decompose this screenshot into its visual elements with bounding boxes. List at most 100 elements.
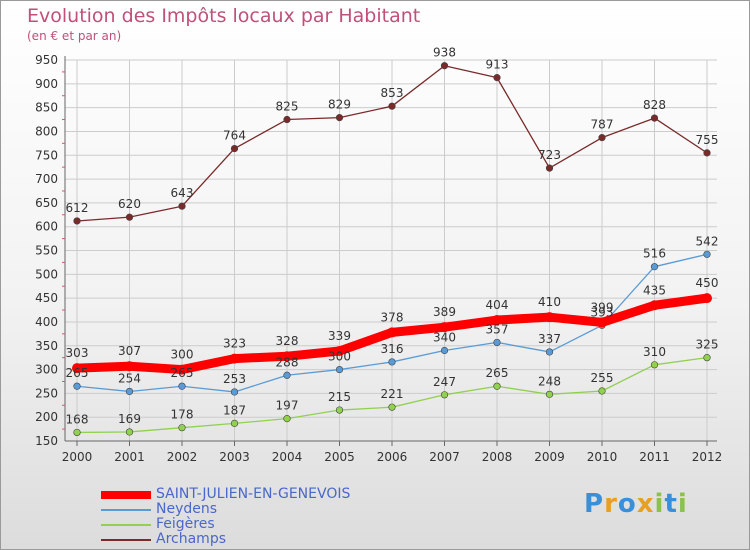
legend-label: Feigères	[156, 516, 215, 532]
data-label: 178	[171, 408, 194, 422]
data-label: 215	[328, 390, 351, 404]
logo-letter: i	[677, 489, 688, 519]
data-label: 393	[591, 305, 614, 319]
axes: 150 200 250 300 350 400 450 500 550 600 650 700 750 8…	[35, 53, 722, 464]
data-label: 247	[433, 375, 456, 389]
data-label: 254	[118, 371, 141, 385]
data-point	[440, 346, 449, 355]
legend-swatch	[101, 524, 151, 526]
data-point	[650, 263, 659, 271]
data-label: 357	[486, 322, 509, 336]
data-label: 340	[433, 331, 456, 345]
data-label: 378	[381, 310, 404, 324]
data-label: 169	[118, 412, 141, 426]
data-point	[178, 424, 186, 432]
data-point	[283, 115, 291, 124]
legend-label: SAINT-JULIEN-EN-GENEVOIS	[156, 486, 351, 502]
data-point	[335, 114, 344, 122]
data-point	[125, 387, 134, 396]
data-point	[598, 134, 606, 142]
y-tick-label: 400	[35, 315, 58, 329]
data-label: 307	[118, 344, 141, 358]
logo-letter: i	[654, 489, 665, 519]
data-label: 197	[276, 399, 299, 413]
data-point	[493, 382, 501, 390]
data-label: 612	[66, 201, 89, 215]
x-tick-label: 2006	[377, 450, 408, 464]
y-tick-label: 350	[35, 339, 58, 353]
data-point	[73, 217, 81, 225]
data-label: 265	[66, 366, 89, 380]
data-point	[282, 351, 292, 362]
data-label: 248	[538, 374, 561, 388]
x-tick-label: 2010	[587, 450, 618, 464]
x-tick-label: 2011	[639, 450, 670, 464]
y-tick-label: 850	[35, 101, 58, 115]
chart-title: Evolution des Impôts locaux par Habitant	[27, 5, 421, 27]
data-label: 300	[171, 348, 194, 362]
y-tick-label: 250	[35, 386, 58, 400]
data-label: 337	[538, 332, 561, 346]
x-tick-label: 2007	[429, 450, 460, 464]
data-label: 755	[696, 133, 719, 147]
data-label: 938	[433, 46, 456, 60]
data-label: 303	[66, 346, 89, 360]
y-tick-label: 200	[35, 410, 58, 424]
data-point	[703, 149, 711, 157]
x-tick-label: 2012	[692, 450, 723, 464]
y-tick-label: 750	[35, 148, 58, 162]
data-point	[545, 164, 554, 172]
data-point	[124, 361, 135, 372]
data-label: 787	[591, 118, 614, 132]
grid	[65, 59, 717, 442]
data-label: 316	[381, 342, 404, 356]
data-label: 221	[381, 387, 404, 401]
y-tick-label: 500	[35, 267, 58, 281]
data-point	[73, 382, 81, 390]
data-label: 323	[223, 337, 246, 351]
x-tick-label: 2009	[534, 450, 565, 464]
data-label: 288	[276, 355, 299, 369]
y-tick-label: 450	[35, 291, 58, 305]
data-label: 435	[643, 283, 666, 297]
data-point	[388, 358, 396, 366]
data-point	[650, 361, 659, 369]
legend-label: Archamps	[156, 531, 226, 547]
x-tick-label: 2004	[272, 450, 303, 464]
x-tick-label: 2000	[62, 450, 93, 464]
data-point	[440, 391, 449, 399]
logo-letter: x	[636, 489, 655, 519]
data-point	[492, 315, 502, 326]
data-labels: 612 620 643 764 825 829 853 938 913 723 787 828 755 2…	[66, 46, 719, 427]
legend-label: Neydens	[156, 501, 218, 517]
data-point	[649, 300, 660, 311]
y-tick-label: 300	[35, 363, 58, 377]
series-lines	[72, 62, 712, 437]
data-point	[230, 388, 239, 396]
y-tick-label: 600	[35, 220, 58, 234]
data-point	[703, 250, 711, 258]
data-label: 328	[276, 334, 299, 348]
data-point	[334, 345, 345, 356]
data-point	[598, 387, 606, 395]
data-label: 450	[696, 276, 719, 290]
data-point	[440, 62, 449, 70]
y-tick-label: 900	[35, 77, 58, 91]
data-label: 828	[643, 98, 666, 112]
data-label: 913	[486, 58, 509, 72]
data-label: 829	[328, 98, 351, 112]
data-label: 253	[223, 372, 246, 386]
x-tick-label: 2005	[324, 450, 355, 464]
data-label: 187	[223, 403, 246, 417]
data-point	[388, 102, 396, 110]
data-point	[597, 317, 607, 328]
data-point	[178, 382, 186, 390]
data-point	[229, 353, 240, 364]
y-tick-label: 950	[35, 53, 58, 67]
data-point	[545, 348, 554, 356]
data-point	[388, 403, 396, 411]
data-point	[283, 415, 291, 423]
data-point	[387, 327, 397, 338]
